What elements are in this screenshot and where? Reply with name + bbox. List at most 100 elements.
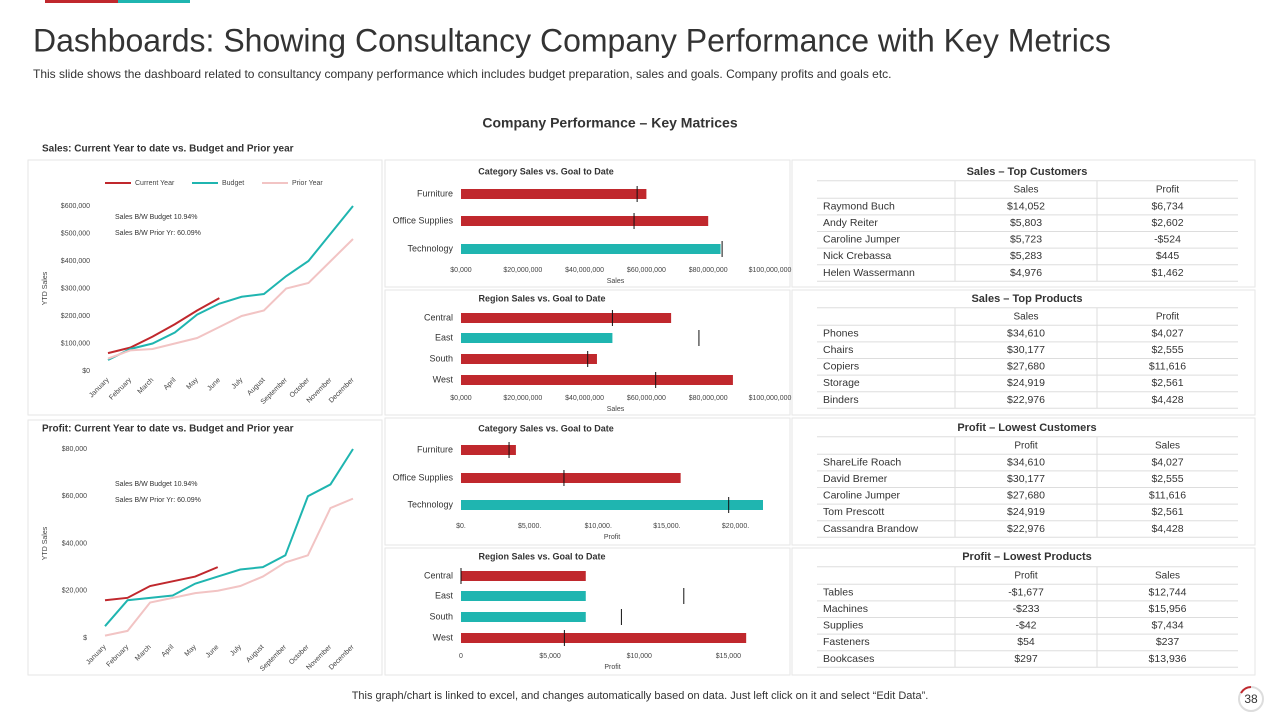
table-cell: $24,919 [1007, 506, 1045, 518]
bar [461, 445, 516, 455]
table-cell: $4,027 [1151, 327, 1183, 339]
column-header: Sales [1155, 441, 1180, 452]
bar [461, 313, 672, 323]
x-tick-label: March [134, 644, 153, 663]
table-cell: $2,561 [1151, 506, 1183, 518]
panel-title: Company Performance – Key Matrices [482, 115, 737, 131]
table-cell: $4,027 [1151, 456, 1183, 468]
page-number: 38 [1244, 692, 1258, 706]
bar [461, 354, 597, 364]
x-tick-label: $20,000. [722, 523, 749, 530]
x-tick-label: $60,000,000 [627, 267, 666, 274]
y-tick-label: $0 [82, 368, 90, 375]
row-label: Caroline Jumper [823, 234, 901, 246]
column-header: Profit [1156, 185, 1180, 196]
x-tick-label: $0. [456, 523, 466, 530]
table-cell: -$524 [1154, 234, 1181, 246]
table-cell: $34,610 [1007, 327, 1045, 339]
table-cell: $4,428 [1151, 394, 1183, 406]
x-tick-label: $5,000 [539, 653, 561, 660]
table-cell: $5,283 [1010, 250, 1042, 262]
x-tick-label: February [108, 376, 133, 401]
column-header: Sales [1013, 185, 1038, 196]
category-label: Furniture [417, 444, 453, 454]
row-label: Andy Reiter [823, 217, 878, 229]
row-label: Fasteners [823, 636, 870, 648]
row-label: ShareLife Roach [823, 456, 901, 468]
x-tick-label: $20,000,000 [503, 395, 542, 402]
x-tick-label: May [186, 376, 201, 391]
y-tick-label: $400,000 [61, 258, 90, 265]
bar [461, 244, 721, 254]
table-cell: $2,602 [1151, 217, 1183, 229]
legend-label: Current Year [135, 180, 175, 187]
x-tick-label: April [163, 376, 178, 391]
table-cell: -$233 [1013, 603, 1040, 615]
category-label: Central [424, 312, 453, 322]
table-cell: $22,976 [1007, 523, 1045, 535]
x-tick-label: $100,000,000 [749, 267, 792, 274]
footer: This graph/chart is linked to excel, and… [352, 690, 929, 702]
annotation: Sales B/W Prior Yr: 60.09% [115, 230, 201, 237]
legend-label: Prior Year [292, 180, 323, 187]
table-cell: $5,803 [1010, 217, 1042, 229]
category-label: Technology [407, 499, 453, 509]
table-cell: $24,919 [1007, 377, 1045, 389]
table-cell: $54 [1017, 636, 1035, 648]
y-tick-label: $60,000 [62, 493, 87, 500]
row-label: Machines [823, 603, 868, 615]
row-label: Storage [823, 377, 860, 389]
y-tick-label: $500,000 [61, 230, 90, 237]
row-label: Tables [823, 586, 853, 598]
table-cell: $6,734 [1151, 200, 1183, 212]
x-axis-label: Sales [607, 278, 625, 285]
table-title: Sales – Top Products [971, 293, 1082, 305]
column-header: Profit [1014, 571, 1038, 582]
bar [461, 216, 709, 226]
table-cell: $12,744 [1149, 586, 1187, 598]
x-tick-label: $15,000. [653, 523, 680, 530]
x-tick-label: $10,000 [627, 653, 652, 660]
x-tick-label: June [206, 377, 222, 393]
table-cell: $2,561 [1151, 377, 1183, 389]
column-header: Profit [1014, 441, 1038, 452]
y-tick-label: $300,000 [61, 285, 90, 292]
category-label: Furniture [417, 188, 453, 198]
x-tick-label: $60,000,000 [627, 395, 666, 402]
x-tick-label: March [137, 377, 156, 396]
x-tick-label: $0,000 [450, 267, 472, 274]
column-header: Profit [1156, 312, 1180, 323]
x-tick-label: 0 [459, 653, 463, 660]
y-tick-label: $100,000 [61, 340, 90, 347]
legend-label: Budget [222, 180, 244, 187]
table-cell: $27,680 [1007, 361, 1045, 373]
table-cell: $2,555 [1151, 473, 1183, 485]
accent-bar [45, 0, 118, 3]
x-tick-label: $40,000,000 [565, 267, 604, 274]
chart-title: Region Sales vs. Goal to Date [478, 293, 605, 303]
bar [461, 500, 763, 510]
category-label: Office Supplies [393, 215, 454, 225]
x-axis-label: Profit [604, 534, 620, 541]
table-cell: $22,976 [1007, 394, 1045, 406]
x-tick-label: August [245, 644, 265, 664]
row-label: Binders [823, 394, 859, 406]
series-line [107, 238, 354, 360]
bar [461, 189, 647, 199]
x-tick-label: $15,000 [716, 653, 741, 660]
table-cell: $445 [1156, 250, 1180, 262]
y-axis-label: YTD Sales [42, 526, 49, 560]
category-label: South [429, 611, 453, 621]
category-label: West [433, 632, 454, 642]
annotation: Sales B/W Budget 10.94% [115, 214, 198, 221]
x-tick-label: $10,000. [585, 523, 612, 530]
series-line [104, 497, 354, 637]
x-tick-label: December [328, 643, 356, 671]
table-cell: $11,616 [1149, 490, 1186, 502]
row-label: Copiers [823, 361, 859, 373]
y-tick-label: $20,000 [62, 588, 87, 595]
bar [461, 571, 586, 581]
y-tick-label: $600,000 [61, 203, 90, 210]
annotation: Sales B/W Budget 10.94% [115, 481, 198, 488]
table-cell: $297 [1014, 653, 1038, 665]
